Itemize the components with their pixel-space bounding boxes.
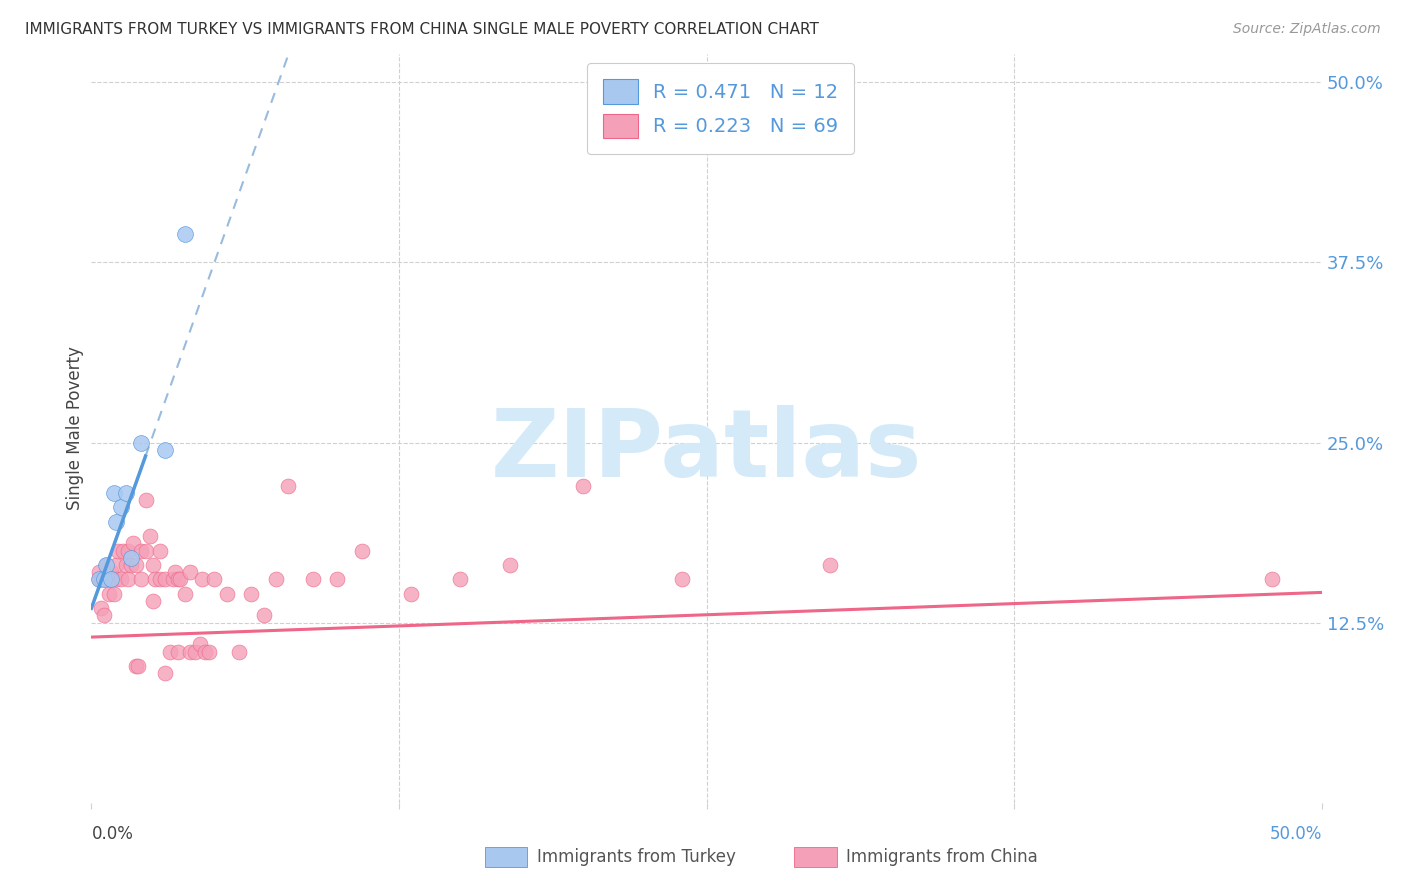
Text: Immigrants from China: Immigrants from China <box>846 848 1038 866</box>
Point <box>277 479 299 493</box>
Point <box>124 659 146 673</box>
Point <box>96 573 117 587</box>
Point <box>117 543 139 558</box>
Point <box>96 558 117 572</box>
Point <box>114 486 138 500</box>
Point <box>103 486 125 500</box>
Point <box>110 573 132 587</box>
Point <box>100 566 122 580</box>
Point <box>179 644 201 658</box>
Point <box>112 543 135 558</box>
Point <box>135 543 156 558</box>
Point <box>228 644 250 658</box>
Point <box>87 566 110 580</box>
Point <box>105 573 127 587</box>
Point <box>179 566 201 580</box>
Point <box>105 558 127 572</box>
Point <box>183 644 207 658</box>
Text: 50.0%: 50.0% <box>1270 825 1322 843</box>
Point <box>169 573 191 587</box>
Point <box>117 573 139 587</box>
Point <box>253 608 276 623</box>
Point <box>103 587 125 601</box>
Point <box>93 573 115 587</box>
Point <box>818 558 841 572</box>
Point <box>149 543 172 558</box>
Point <box>198 644 221 658</box>
Point <box>174 587 197 601</box>
Point <box>572 479 595 493</box>
Point <box>1261 573 1284 587</box>
Point <box>149 573 172 587</box>
Point <box>153 666 177 681</box>
Point <box>399 587 422 601</box>
Point <box>449 573 471 587</box>
Point <box>129 435 152 450</box>
Legend: R = 0.471   N = 12, R = 0.223   N = 69: R = 0.471 N = 12, R = 0.223 N = 69 <box>588 63 853 154</box>
Point <box>122 536 145 550</box>
Point <box>100 573 122 587</box>
Point <box>107 543 129 558</box>
Point <box>97 573 120 587</box>
Point <box>166 573 188 587</box>
Point <box>326 573 349 587</box>
Point <box>153 442 177 457</box>
Point <box>120 558 142 572</box>
Point <box>90 573 112 587</box>
Point <box>498 558 520 572</box>
Point <box>193 644 217 658</box>
Text: 0.0%: 0.0% <box>91 825 134 843</box>
Point <box>129 573 152 587</box>
Point <box>142 558 165 572</box>
Point <box>93 608 115 623</box>
Point <box>153 573 177 587</box>
Point <box>100 573 122 587</box>
Point <box>671 573 693 587</box>
Point <box>202 573 225 587</box>
Text: IMMIGRANTS FROM TURKEY VS IMMIGRANTS FROM CHINA SINGLE MALE POVERTY CORRELATION : IMMIGRANTS FROM TURKEY VS IMMIGRANTS FRO… <box>25 22 820 37</box>
Point <box>162 573 184 587</box>
Point <box>110 500 132 515</box>
Point <box>188 637 211 651</box>
Point <box>93 573 115 587</box>
Text: Source: ZipAtlas.com: Source: ZipAtlas.com <box>1233 22 1381 37</box>
Point <box>301 573 323 587</box>
Point <box>127 659 149 673</box>
Point <box>174 227 197 241</box>
Point <box>96 558 117 572</box>
Point <box>145 573 166 587</box>
Point <box>159 644 181 658</box>
Point <box>135 493 156 508</box>
Point <box>142 594 165 608</box>
Text: Immigrants from Turkey: Immigrants from Turkey <box>537 848 735 866</box>
Point <box>105 515 127 529</box>
Point <box>87 573 110 587</box>
Point <box>352 543 374 558</box>
Text: ZIPatlas: ZIPatlas <box>491 405 922 497</box>
Point <box>90 601 112 615</box>
Point <box>163 566 186 580</box>
Point <box>191 573 214 587</box>
Point <box>114 558 138 572</box>
Point <box>240 587 263 601</box>
Point <box>264 573 287 587</box>
Point <box>139 529 162 543</box>
Point <box>215 587 238 601</box>
Y-axis label: Single Male Poverty: Single Male Poverty <box>66 346 84 510</box>
Point <box>124 558 146 572</box>
Point <box>166 644 188 658</box>
Point <box>87 573 110 587</box>
Point <box>129 543 152 558</box>
Point <box>120 550 142 565</box>
Point <box>97 587 120 601</box>
